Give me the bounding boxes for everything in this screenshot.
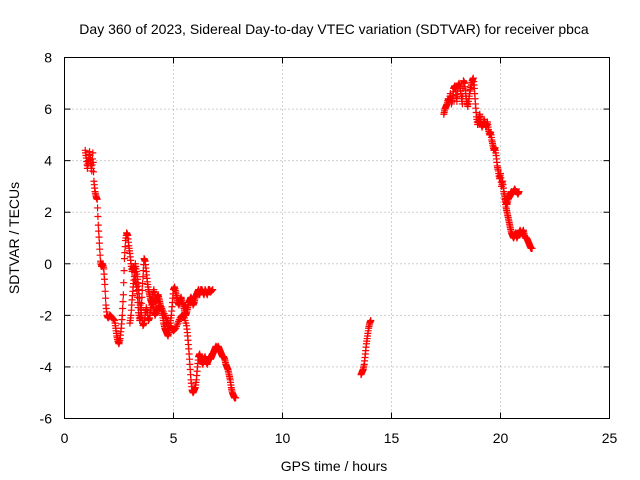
- data-point: [120, 279, 128, 287]
- data-point: [93, 195, 101, 203]
- data-point: [95, 233, 103, 241]
- data-point: [109, 315, 117, 323]
- data-point: [89, 158, 97, 166]
- data-point: [159, 308, 167, 316]
- axis-ticks: [64, 57, 610, 419]
- data-point: [164, 318, 172, 326]
- data-point: [208, 286, 216, 294]
- y-tick-label: 6: [44, 101, 52, 117]
- data-point: [156, 301, 164, 309]
- data-point: [160, 310, 168, 318]
- data-point: [102, 294, 110, 302]
- data-point: [515, 188, 523, 196]
- plot-frame: [64, 57, 610, 419]
- data-point: [172, 323, 180, 331]
- data-point: [157, 303, 165, 311]
- data-point: [139, 280, 147, 288]
- data-point: [88, 155, 96, 163]
- data-point: [138, 286, 146, 294]
- data-point: [120, 255, 128, 263]
- data-point: [94, 221, 102, 229]
- data-point: [118, 311, 126, 319]
- data-point: [119, 304, 127, 312]
- data-point: [179, 312, 187, 320]
- y-tick-label: 0: [44, 256, 52, 272]
- data-point: [94, 204, 102, 212]
- data-point: [207, 287, 215, 295]
- data-point: [121, 249, 129, 257]
- data-point: [209, 286, 217, 294]
- data-point: [101, 287, 109, 295]
- x-tick-label: 25: [602, 430, 618, 446]
- y-tick-label: 2: [44, 204, 52, 220]
- data-point: [119, 291, 127, 299]
- grid-lines: [64, 57, 610, 419]
- data-point: [95, 239, 103, 247]
- x-tick-label: 5: [170, 430, 178, 446]
- x-tick-label: 20: [493, 430, 509, 446]
- y-tick-label: -6: [40, 411, 53, 427]
- data-point: [96, 251, 104, 259]
- data-point: [162, 313, 170, 321]
- x-tick-label: 0: [61, 430, 69, 446]
- y-axis-label: SDTVAR / TECUs: [6, 182, 22, 294]
- chart-title: Day 360 of 2023, Sidereal Day-to-day VTE…: [79, 21, 589, 37]
- data-point: [232, 394, 240, 402]
- data-point: [89, 149, 97, 157]
- data-point: [173, 321, 181, 329]
- x-axis-label: GPS time / hours: [281, 458, 388, 474]
- y-tick-label: -4: [40, 359, 53, 375]
- data-point: [180, 313, 188, 321]
- data-point: [94, 213, 102, 221]
- data-point: [121, 243, 129, 251]
- x-tick-label: 10: [275, 430, 291, 446]
- data-points: [81, 74, 536, 402]
- data-point: [175, 317, 183, 325]
- data-point: [158, 304, 166, 312]
- data-point: [367, 317, 375, 325]
- data-point: [172, 324, 180, 332]
- data-point: [153, 307, 161, 315]
- data-point: [96, 245, 104, 253]
- data-point: [163, 317, 171, 325]
- y-tick-label: 8: [44, 50, 52, 66]
- data-point: [152, 309, 160, 317]
- x-tick-label: 15: [384, 430, 400, 446]
- data-point: [174, 319, 182, 327]
- data-point: [90, 168, 98, 176]
- data-point: [119, 298, 127, 306]
- y-tick-label: -2: [40, 307, 53, 323]
- axis-tick-labels: 0 5 10 15 20 25 -6 -4 -2 0 2 4 6 8: [40, 50, 618, 447]
- data-point: [159, 306, 167, 314]
- data-point: [95, 227, 103, 235]
- data-point: [528, 244, 536, 252]
- y-tick-label: 4: [44, 153, 52, 169]
- data-point: [120, 267, 128, 275]
- data-point: [110, 316, 118, 324]
- data-point: [162, 315, 170, 323]
- data-point: [161, 311, 169, 319]
- data-point: [101, 280, 109, 288]
